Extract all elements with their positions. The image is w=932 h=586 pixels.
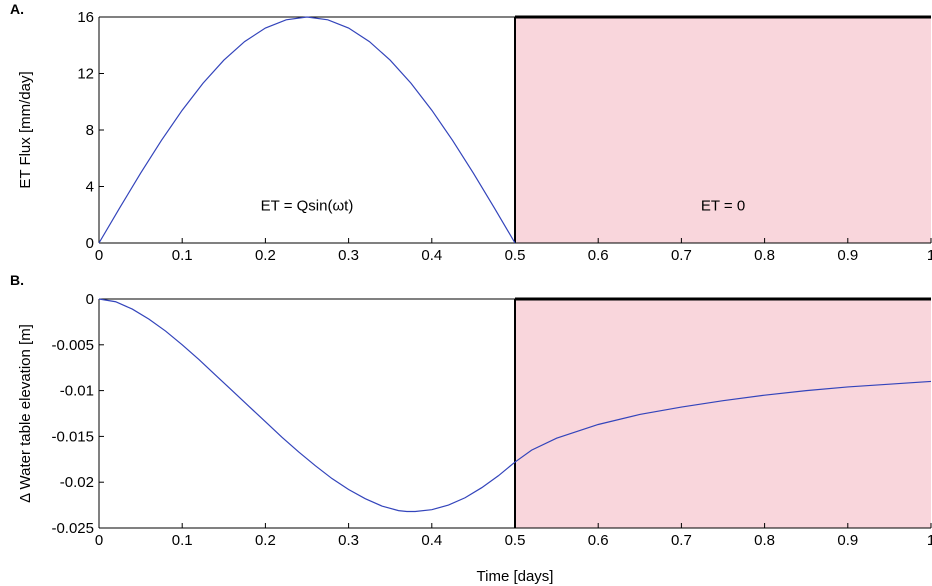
x-tick-label: 0.2 xyxy=(255,247,276,264)
panel-b-water-table: 0 0.1 0.2 0.3 0.4 0.5 0.6 0.7 0.8 0.9 1 0 -0.005 -0.0… xyxy=(10,272,932,549)
y-tick-label: 4 xyxy=(86,179,94,196)
y-tick-label: 12 xyxy=(77,66,94,83)
annotation-text: ET = 0 xyxy=(701,198,745,215)
y-axis-label: Δ Water table elevation [m] xyxy=(17,324,34,503)
x-tick-label: 0.7 xyxy=(671,247,692,264)
x-tick-label: 0.5 xyxy=(505,532,526,549)
y-axis-label: ET Flux [mm/day] xyxy=(17,71,34,188)
annotation-text: ET = Qsin(ωt) xyxy=(261,198,354,215)
x-tick-label: 0.9 xyxy=(837,532,858,549)
x-tick-label: 0.4 xyxy=(421,532,442,549)
y-tick-label: -0.025 xyxy=(51,520,94,537)
y-tick-label: -0.02 xyxy=(60,474,94,491)
x-tick-label: 0.6 xyxy=(588,247,609,264)
x-tick-label: 0.4 xyxy=(421,247,442,264)
y-tick-label: -0.005 xyxy=(51,337,94,354)
x-axis-label: Time [days] xyxy=(477,568,554,585)
x-tick-label: 0 xyxy=(95,532,103,549)
x-tick-label: 0.7 xyxy=(671,532,692,549)
y-tick-label: -0.015 xyxy=(51,428,94,445)
x-tick-label: 0.3 xyxy=(338,247,359,264)
x-tick-label: 0.6 xyxy=(588,532,609,549)
x-tick-label: 1 xyxy=(927,532,932,549)
panel-label: A. xyxy=(10,1,24,17)
x-tick-label: 0.8 xyxy=(754,532,775,549)
y-tick-label: 8 xyxy=(86,122,94,139)
x-tick-label: 0.1 xyxy=(172,247,193,264)
series-line xyxy=(98,16,516,244)
y-tick-label: 0 xyxy=(86,235,94,252)
x-tick-label: 0.9 xyxy=(837,247,858,264)
y-tick-label: -0.01 xyxy=(60,383,94,400)
shaded-region xyxy=(515,299,931,528)
x-tick-label: 1 xyxy=(927,247,932,264)
y-tick-label: 16 xyxy=(77,9,94,26)
shaded-region xyxy=(515,17,931,243)
x-tick-label: 0.5 xyxy=(505,247,526,264)
series-line xyxy=(98,298,932,513)
x-tick-label: 0.1 xyxy=(172,532,193,549)
panel-label: B. xyxy=(10,272,24,288)
panel-a-et-flux: 0 0.1 0.2 0.3 0.4 0.5 0.6 0.7 0.8 0.9 1 0 4 8 12 16 ET =… xyxy=(10,1,932,264)
x-tick-label: 0.3 xyxy=(338,532,359,549)
x-tick-label: 0 xyxy=(95,247,103,264)
x-tick-label: 0.8 xyxy=(754,247,775,264)
y-tick-label: 0 xyxy=(86,291,94,308)
x-tick-label: 0.2 xyxy=(255,532,276,549)
